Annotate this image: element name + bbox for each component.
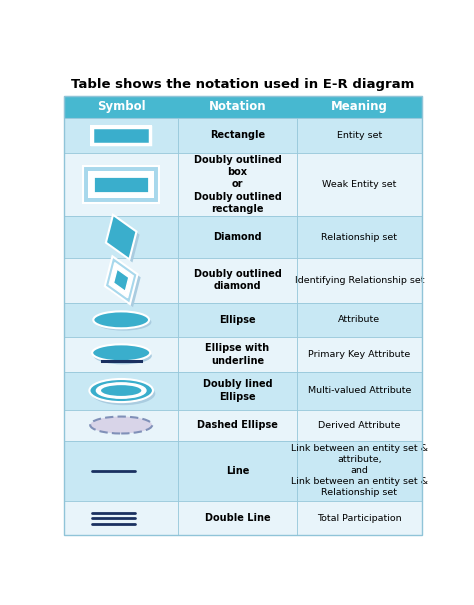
Bar <box>90 125 152 146</box>
Bar <box>64 501 179 535</box>
Ellipse shape <box>96 313 151 330</box>
Text: Doubly outlined
diamond: Doubly outlined diamond <box>193 269 282 292</box>
Bar <box>297 258 422 302</box>
Ellipse shape <box>90 417 152 434</box>
Ellipse shape <box>93 312 149 329</box>
Text: Rectangle: Rectangle <box>210 130 265 140</box>
Bar <box>297 371 422 410</box>
Text: Doubly lined
Ellipse: Doubly lined Ellipse <box>203 379 273 402</box>
Bar <box>179 410 297 440</box>
Text: Ellipse with
underline: Ellipse with underline <box>206 343 270 365</box>
Bar <box>297 410 422 440</box>
Ellipse shape <box>92 382 155 405</box>
Text: Double Line: Double Line <box>205 513 270 523</box>
Polygon shape <box>109 263 133 298</box>
Bar <box>297 217 422 258</box>
Text: Diamond: Diamond <box>213 232 262 242</box>
Bar <box>64 302 179 337</box>
Bar <box>297 501 422 535</box>
Text: Ellipse: Ellipse <box>219 315 256 325</box>
Bar <box>179 217 297 258</box>
Bar <box>64 152 179 217</box>
Bar <box>179 337 297 371</box>
Ellipse shape <box>94 347 152 364</box>
Bar <box>179 258 297 302</box>
Text: Total Participation: Total Participation <box>317 514 401 523</box>
Text: Meaning: Meaning <box>331 100 388 113</box>
Bar <box>64 217 179 258</box>
Ellipse shape <box>92 344 150 361</box>
Text: Line: Line <box>226 466 249 476</box>
Text: Primary Key Attribute: Primary Key Attribute <box>308 350 410 359</box>
Bar <box>64 440 179 501</box>
Bar <box>64 337 179 371</box>
Polygon shape <box>114 269 129 292</box>
Polygon shape <box>108 260 141 307</box>
Bar <box>179 118 297 152</box>
Bar <box>64 371 179 410</box>
Text: Derived Attribute: Derived Attribute <box>318 420 401 430</box>
Bar <box>297 302 422 337</box>
Bar <box>179 302 297 337</box>
Polygon shape <box>106 215 137 260</box>
Bar <box>297 440 422 501</box>
Text: Dashed Ellipse: Dashed Ellipse <box>197 420 278 430</box>
Bar <box>297 118 422 152</box>
Text: Weak Entity set: Weak Entity set <box>322 180 396 189</box>
Bar <box>179 152 297 217</box>
Bar <box>297 337 422 371</box>
Bar <box>64 96 422 118</box>
Polygon shape <box>105 257 137 304</box>
Ellipse shape <box>101 385 141 396</box>
Bar <box>179 440 297 501</box>
Bar <box>88 171 154 198</box>
Bar <box>179 371 297 410</box>
Text: Table shows the notation used in E-R diagram: Table shows the notation used in E-R dia… <box>71 79 415 91</box>
Text: Link between an entity set &
attribute,
and
Link between an entity set &
Relatio: Link between an entity set & attribute, … <box>291 444 428 497</box>
Bar <box>64 118 179 152</box>
Text: Notation: Notation <box>209 100 266 113</box>
Text: Attribute: Attribute <box>338 315 380 324</box>
Text: Doubly outlined
box
or
Doubly outlined
rectangle: Doubly outlined box or Doubly outlined r… <box>193 155 282 214</box>
Ellipse shape <box>96 383 146 398</box>
Bar <box>179 501 297 535</box>
Text: Symbol: Symbol <box>97 100 146 113</box>
Polygon shape <box>109 218 139 263</box>
Text: Relationship set: Relationship set <box>321 232 397 241</box>
Bar <box>83 166 159 203</box>
Bar <box>92 127 150 144</box>
Ellipse shape <box>90 379 153 402</box>
Text: Multi-valued Attribute: Multi-valued Attribute <box>308 386 411 395</box>
Text: Identifying Relationship set: Identifying Relationship set <box>294 276 424 285</box>
Bar <box>93 176 149 193</box>
Text: Entity set: Entity set <box>337 131 382 140</box>
Bar <box>297 152 422 217</box>
Bar <box>64 410 179 440</box>
Bar <box>64 258 179 302</box>
